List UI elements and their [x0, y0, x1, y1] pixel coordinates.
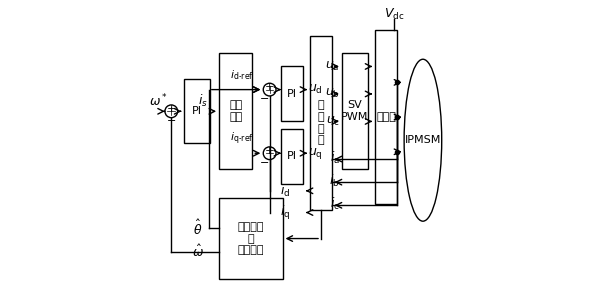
Text: $-$: $-$: [166, 114, 176, 124]
FancyBboxPatch shape: [342, 53, 368, 169]
Text: IPMSM: IPMSM: [405, 135, 441, 145]
Text: +: +: [265, 82, 274, 92]
Text: $i_s$: $i_s$: [198, 93, 208, 109]
Text: $i_{\mathrm{d\text{-}ref}}$: $i_{\mathrm{d\text{-}ref}}$: [230, 68, 253, 82]
FancyBboxPatch shape: [184, 79, 211, 143]
Text: PI: PI: [287, 89, 297, 99]
Text: $u_{\mathrm{q}}$: $u_{\mathrm{q}}$: [308, 146, 323, 161]
Text: $i_{\mathrm{d}}$: $i_{\mathrm{d}}$: [280, 183, 290, 199]
Text: $u_{\mathrm{a}}$: $u_{\mathrm{a}}$: [325, 60, 340, 73]
Text: PI: PI: [287, 151, 297, 161]
FancyBboxPatch shape: [310, 36, 332, 210]
Text: $u_{\mathrm{c}}$: $u_{\mathrm{c}}$: [326, 115, 340, 128]
Text: $-$: $-$: [259, 92, 269, 102]
Text: $\hat{\omega}$: $\hat{\omega}$: [192, 244, 204, 260]
Text: $i_{\mathrm{q}}$: $i_{\mathrm{q}}$: [280, 204, 290, 222]
Text: $i_{\mathrm{q\text{-}ref}}$: $i_{\mathrm{q\text{-}ref}}$: [230, 131, 253, 147]
Text: 电流
控制: 电流 控制: [229, 100, 242, 122]
Text: $\omega^*$: $\omega^*$: [149, 93, 169, 110]
FancyBboxPatch shape: [219, 53, 252, 169]
Text: +: +: [265, 146, 274, 156]
FancyBboxPatch shape: [219, 198, 283, 279]
Text: $\hat{\theta}$: $\hat{\theta}$: [193, 219, 203, 238]
Circle shape: [263, 83, 276, 96]
Text: SV
PWM: SV PWM: [341, 100, 368, 122]
Text: $u_{\mathrm{d}}$: $u_{\mathrm{d}}$: [308, 83, 323, 96]
Text: 坐
标
变
换: 坐 标 变 换: [317, 100, 324, 145]
Text: $V_{\mathrm{dc}}$: $V_{\mathrm{dc}}$: [384, 7, 404, 22]
Text: $-$: $-$: [259, 156, 269, 166]
Circle shape: [263, 147, 276, 160]
Text: PI: PI: [193, 106, 202, 116]
FancyBboxPatch shape: [281, 129, 303, 184]
Text: $i_{\mathrm{b}}$: $i_{\mathrm{b}}$: [329, 173, 340, 189]
Circle shape: [165, 105, 178, 118]
Text: +: +: [167, 104, 176, 114]
Ellipse shape: [404, 59, 442, 221]
Text: $i_{\mathrm{c}}$: $i_{\mathrm{c}}$: [330, 196, 340, 212]
Text: $i_{\mathrm{a}}$: $i_{\mathrm{a}}$: [330, 150, 340, 166]
Text: 逆变器: 逆变器: [376, 112, 396, 122]
FancyBboxPatch shape: [281, 67, 303, 121]
Text: 转子位置
与
转速估算: 转子位置 与 转速估算: [238, 222, 264, 255]
Text: $u_{\mathrm{b}}$: $u_{\mathrm{b}}$: [325, 87, 340, 100]
FancyBboxPatch shape: [375, 30, 397, 204]
